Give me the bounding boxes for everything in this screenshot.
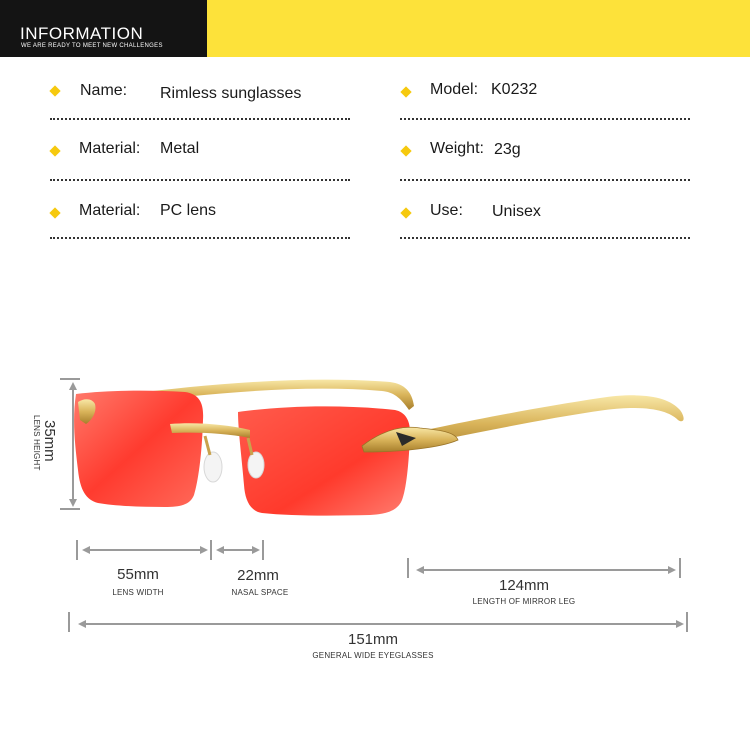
- arrow-right-icon: [668, 566, 676, 574]
- bridge-bar: [170, 423, 250, 438]
- arrow-right-icon: [252, 546, 260, 554]
- dimension-line: [222, 549, 256, 551]
- dotted-divider: [400, 237, 690, 239]
- spec-value: Rimless sunglasses: [160, 85, 302, 102]
- arrow-down-icon: [69, 499, 77, 507]
- dimension-value: 124mm: [498, 577, 550, 594]
- dotted-divider: [400, 179, 690, 181]
- arrow-left-icon: [82, 546, 90, 554]
- arrow-left-icon: [416, 566, 424, 574]
- spec-value: Unisex: [492, 203, 541, 220]
- arrow-left-icon: [216, 546, 224, 554]
- dimension-line: [86, 549, 202, 551]
- spec-label: Model:: [430, 81, 479, 98]
- arrow-right-icon: [200, 546, 208, 554]
- spec-label: Use:: [430, 202, 463, 219]
- left-hinge: [78, 399, 96, 424]
- banner-accent-block: [207, 0, 750, 57]
- nose-pad: [203, 451, 223, 483]
- dimension-tick: [76, 540, 78, 560]
- nose-pad: [247, 451, 265, 479]
- dimension-line: [84, 623, 680, 625]
- dimension-value: 35mm: [41, 420, 58, 462]
- dimension-tick: [262, 540, 264, 560]
- left-lens: [74, 390, 204, 507]
- banner-dark-block: [0, 0, 207, 57]
- dimension-tick: [407, 558, 409, 578]
- dimension-tick: [68, 612, 70, 632]
- right-lens: [238, 406, 410, 516]
- dimension-caption: LENGTH OF MIRROR LEG: [472, 597, 576, 606]
- dimension-tick: [210, 540, 212, 560]
- dotted-divider: [50, 237, 350, 239]
- dotted-divider: [50, 179, 350, 181]
- dimension-caption: LENS WIDTH: [112, 588, 164, 597]
- dimension-line: [422, 569, 672, 571]
- dimension-tick: [60, 508, 80, 510]
- dotted-divider: [400, 118, 690, 120]
- dimension-tick: [60, 378, 80, 380]
- spec-label: Material:: [79, 202, 141, 219]
- spec-label: Material:: [79, 140, 141, 157]
- dimension-tick: [679, 558, 681, 578]
- dimension-caption: LENS HEIGHT: [32, 415, 41, 471]
- dimension-caption: NASAL SPACE: [231, 588, 289, 597]
- arrow-left-icon: [78, 620, 86, 628]
- arrow-up-icon: [69, 382, 77, 390]
- banner-title: INFORMATION: [20, 24, 144, 43]
- dimension-caption: GENERAL WIDE EYEGLASSES: [312, 651, 434, 660]
- spec-value: PC lens: [160, 202, 217, 219]
- spec-value: 23g: [494, 141, 521, 158]
- banner-subtitle: WE ARE READY TO MEET NEW CHALLENGES: [21, 43, 163, 49]
- dimension-tick: [686, 612, 688, 632]
- dimension-value: 151mm: [347, 631, 399, 648]
- spec-label: Weight:: [430, 140, 484, 157]
- dotted-divider: [50, 118, 350, 120]
- dimension-line: [72, 386, 74, 502]
- spec-value: K0232: [491, 81, 538, 98]
- dimension-value: 55mm: [117, 566, 159, 583]
- far-temple: [120, 379, 414, 410]
- dimension-value: 22mm: [237, 567, 279, 584]
- spec-label: Name:: [80, 82, 128, 99]
- arrow-right-icon: [676, 620, 684, 628]
- spec-value: Metal: [160, 140, 200, 157]
